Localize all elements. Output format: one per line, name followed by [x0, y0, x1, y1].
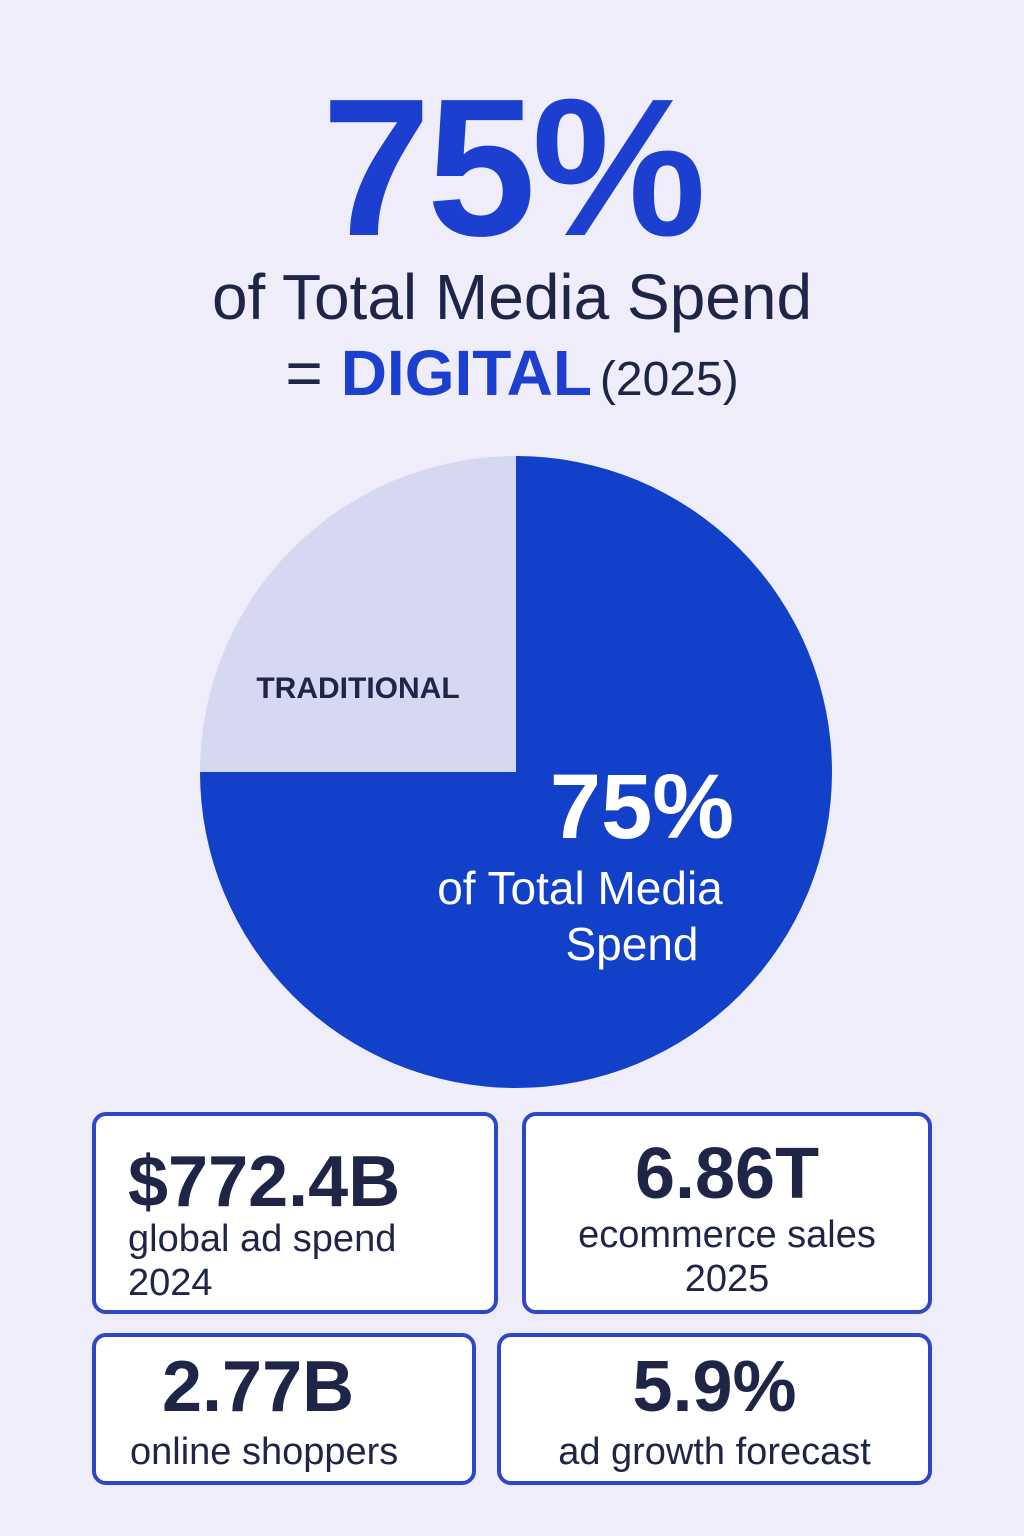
- pie-slices: [200, 456, 832, 1088]
- stat-label-line1: ecommerce sales: [578, 1214, 876, 1256]
- slice-label-traditional: TRADITIONAL: [256, 672, 459, 705]
- equals-sign: =: [285, 337, 323, 409]
- pie-slice-traditional: [200, 456, 516, 772]
- stat-label-line1: online shoppers: [130, 1431, 399, 1473]
- stat-card-growth: 5.9% ad growth forecast: [497, 1333, 932, 1485]
- pie-chart: TRADITIONAL 75% of Total Media Spend: [200, 456, 832, 1088]
- pie-center-value: 75%: [550, 756, 734, 858]
- stat-card-shoppers: 2.77B online shoppers: [92, 1333, 476, 1485]
- pie-center-label-line2: Spend: [565, 918, 698, 970]
- stat-value: 5.9%: [632, 1347, 797, 1427]
- headline-value: 75%: [321, 58, 706, 277]
- stat-label-line2: 2024: [128, 1262, 213, 1304]
- stat-card-ecommerce: 6.86T ecommerce sales 2025: [522, 1112, 932, 1314]
- pie-center-label-line1: of Total Media: [437, 862, 723, 914]
- stat-value: 2.77B: [162, 1347, 355, 1427]
- stat-label-line1: global ad spend: [128, 1218, 397, 1260]
- stat-label-line2: 2025: [684, 1258, 770, 1300]
- headline-subtitle: of Total Media Spend: [211, 261, 813, 333]
- stat-label-line1: ad growth forecast: [558, 1431, 871, 1473]
- stat-card-ad-spend: $772.4B global ad spend 2024: [92, 1112, 498, 1314]
- headline-year: (2025): [599, 353, 739, 406]
- stat-value: 6.86T: [634, 1134, 820, 1214]
- stat-value: $772.4B: [128, 1142, 401, 1222]
- digital-word: DIGITAL: [340, 337, 592, 409]
- headline-digital-line: = DIGITAL (2025): [0, 338, 1024, 408]
